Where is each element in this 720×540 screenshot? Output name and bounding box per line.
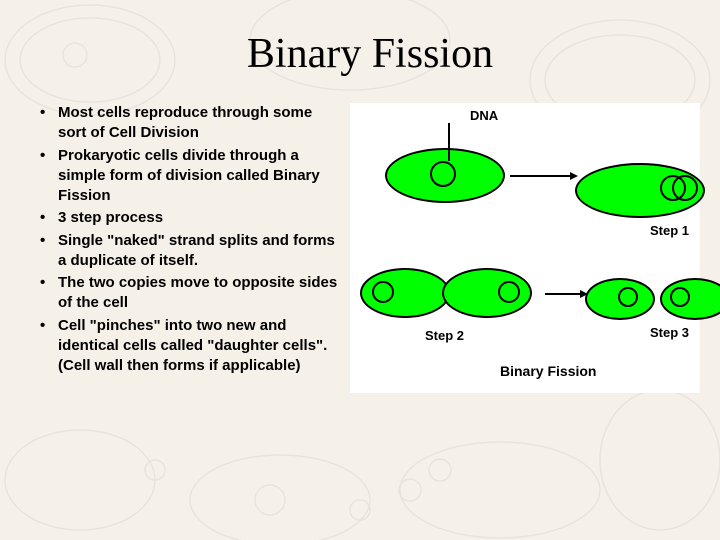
cell-step3b [660, 278, 720, 320]
dna-circle [618, 287, 638, 307]
label-step2: Step 2 [425, 328, 464, 343]
label-dna: DNA [470, 108, 498, 123]
dna-circle [372, 281, 394, 303]
dna-circle [430, 161, 456, 187]
arrow [545, 293, 580, 295]
dna-circle [670, 287, 690, 307]
dna-circle [498, 281, 520, 303]
page-title: Binary Fission [40, 30, 700, 78]
bullet-list: Most cells reproduce through some sort o… [40, 103, 340, 393]
arrow-head [580, 290, 588, 298]
bullet-item: Single "naked" strand splits and forms a… [40, 231, 340, 272]
bullet-item: Cell "pinches" into two new and identica… [40, 316, 340, 377]
binary-fission-diagram: DNA Step 1 Step 2 Step 3 Binary Fission [350, 103, 700, 393]
bullet-item: Prokaryotic cells divide through a simpl… [40, 146, 340, 207]
bullet-item: The two copies move to opposite sides of… [40, 273, 340, 314]
diagram-caption: Binary Fission [500, 363, 596, 379]
dna-circle [672, 175, 698, 201]
bullet-item: 3 step process [40, 208, 340, 228]
arrow-head [570, 172, 578, 180]
bullet-item: Most cells reproduce through some sort o… [40, 103, 340, 144]
dna-pointer-line [448, 123, 450, 161]
label-step1: Step 1 [650, 223, 689, 238]
arrow [510, 175, 570, 177]
label-step3: Step 3 [650, 325, 689, 340]
